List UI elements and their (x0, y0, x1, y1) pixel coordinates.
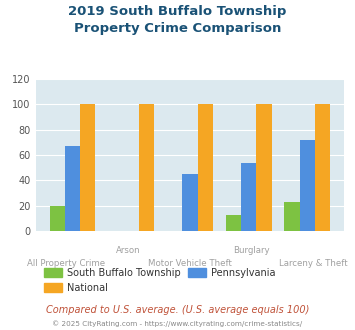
Text: Burglary: Burglary (233, 246, 270, 255)
Bar (50, 206, 65, 231)
Text: Larceny & Theft: Larceny & Theft (279, 259, 348, 268)
Text: Arson: Arson (116, 246, 141, 255)
Legend: South Buffalo Township, National, Pennsylvania: South Buffalo Township, National, Pennsy… (40, 264, 279, 297)
Text: Motor Vehicle Theft: Motor Vehicle Theft (148, 259, 232, 268)
Bar (80, 105, 95, 231)
Text: © 2025 CityRating.com - https://www.cityrating.com/crime-statistics/: © 2025 CityRating.com - https://www.city… (53, 320, 302, 327)
Bar (315, 105, 330, 231)
Bar (139, 105, 154, 231)
Bar (65, 146, 80, 231)
Bar (284, 202, 300, 231)
Bar (256, 105, 272, 231)
Bar (300, 140, 315, 231)
Bar (226, 214, 241, 231)
Text: 2019 South Buffalo Township
Property Crime Comparison: 2019 South Buffalo Township Property Cri… (68, 5, 287, 35)
Bar (198, 105, 213, 231)
Text: Compared to U.S. average. (U.S. average equals 100): Compared to U.S. average. (U.S. average … (46, 305, 309, 315)
Text: All Property Crime: All Property Crime (27, 259, 105, 268)
Bar (182, 174, 198, 231)
Bar (241, 163, 256, 231)
